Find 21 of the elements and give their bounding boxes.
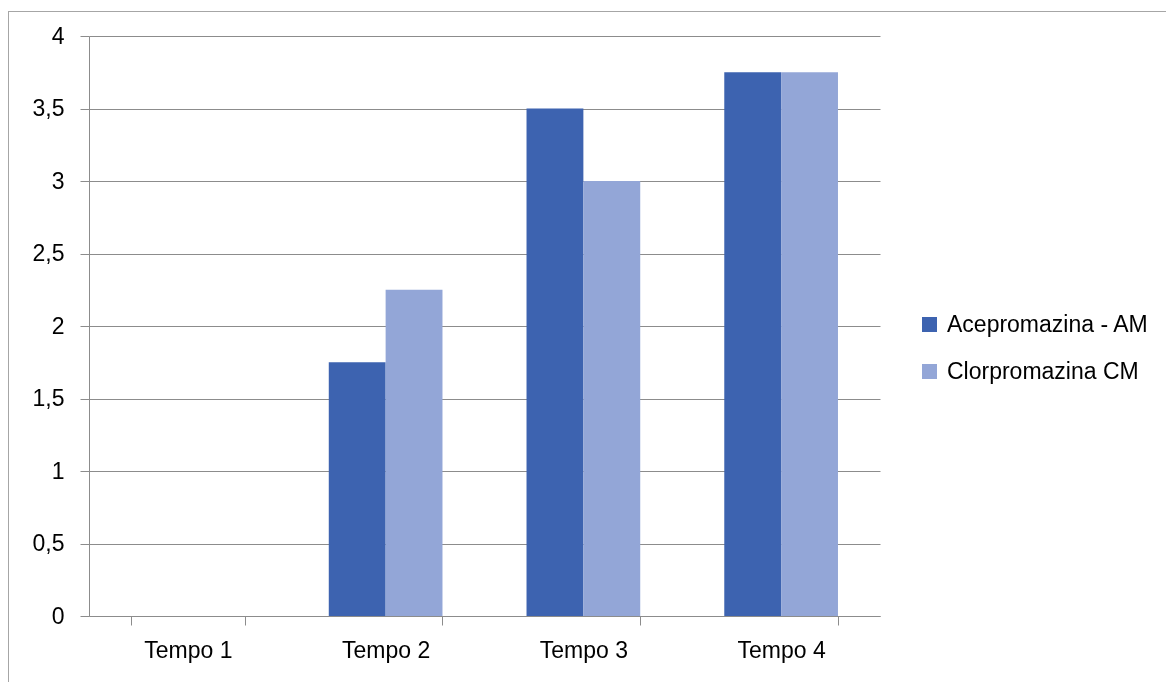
y-tick-label: 2 bbox=[51, 312, 65, 339]
bar bbox=[328, 362, 386, 616]
x-tick-label: Tempo 1 bbox=[144, 636, 233, 663]
bar bbox=[781, 72, 838, 616]
x-tick-label: Tempo 2 bbox=[342, 636, 431, 663]
y-tick-label: 3 bbox=[51, 167, 65, 194]
legend-label: Acepromazina - AM bbox=[947, 310, 1148, 337]
y-tick-label: 0,5 bbox=[32, 530, 65, 556]
bar bbox=[583, 181, 641, 616]
x-tick-label: Tempo 4 bbox=[737, 636, 826, 663]
bar bbox=[724, 72, 782, 616]
y-tick-label: 0 bbox=[51, 602, 65, 629]
y-tick-label: 1 bbox=[51, 457, 65, 484]
x-tick-label: Tempo 3 bbox=[539, 636, 628, 663]
bar bbox=[526, 108, 584, 616]
y-tick-label: 1,5 bbox=[32, 385, 65, 411]
y-tick-label: 4 bbox=[51, 22, 65, 49]
legend-label: Clorpromazina CM bbox=[947, 357, 1139, 384]
y-tick-label: 2,5 bbox=[32, 240, 65, 266]
bar bbox=[385, 289, 443, 616]
y-tick-label: 3,5 bbox=[32, 95, 65, 121]
